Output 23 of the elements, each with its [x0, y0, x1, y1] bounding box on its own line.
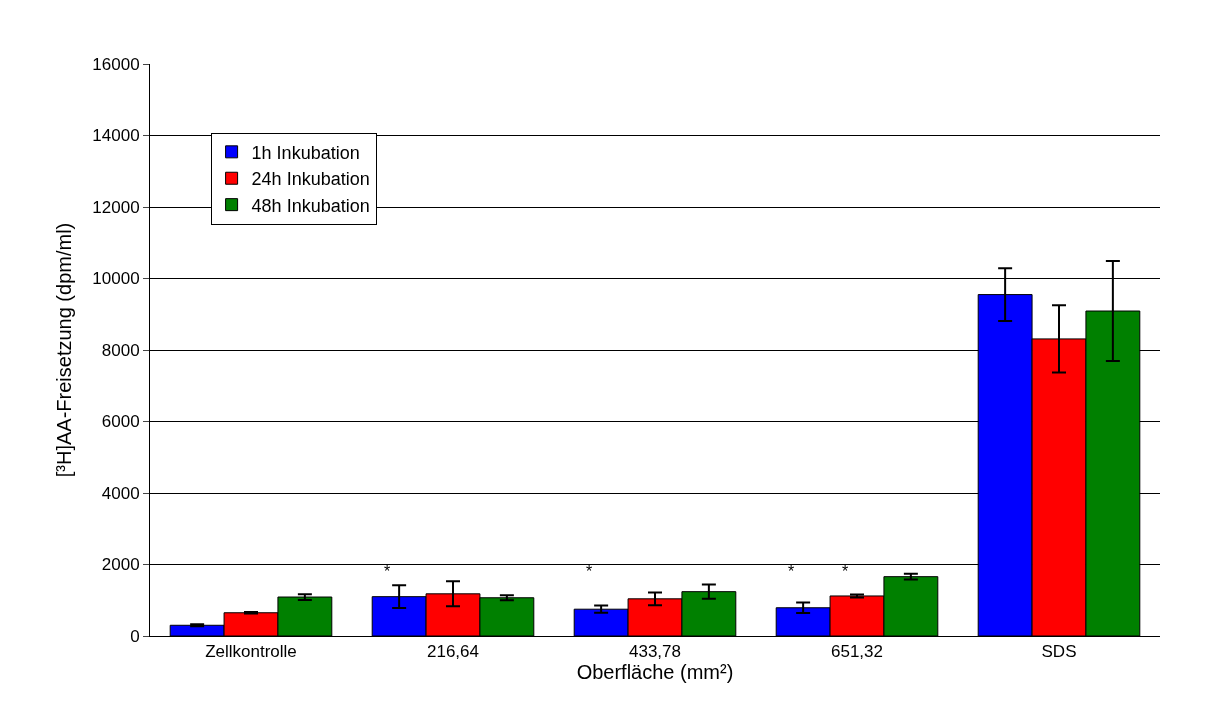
x-tick-label: Zellkontrolle — [205, 642, 297, 662]
legend-label: 48h Inkubation — [251, 195, 370, 216]
y-axis-title: [³H]AA-Freisetzung (dpm/ml) — [52, 222, 75, 478]
y-tick-label: 2000 — [101, 555, 140, 575]
y-tick-label: 16000 — [92, 54, 140, 74]
annotation: * — [842, 563, 849, 580]
y-tick-label: 8000 — [101, 340, 140, 360]
legend-label: 1h Inkubation — [251, 142, 360, 163]
annotation: * — [586, 563, 593, 580]
y-tick-label: 12000 — [92, 197, 140, 217]
x-tick-label: 216,64 — [427, 642, 479, 662]
annotation: * — [384, 563, 391, 580]
y-tick-label: 0 — [130, 626, 140, 646]
x-tick-label: 651,32 — [831, 642, 883, 662]
y-tick-label: 6000 — [101, 412, 140, 432]
y-tick-label: 10000 — [92, 269, 140, 289]
x-axis-title: Oberfläche (mm²) — [576, 661, 734, 684]
x-tick-label: 433,78 — [629, 642, 681, 662]
legend-label: 24h Inkubation — [251, 169, 370, 190]
annotation: * — [788, 563, 795, 580]
x-tick-label: SDS — [1041, 642, 1077, 662]
y-tick-label: 4000 — [101, 483, 140, 503]
y-tick-label: 14000 — [92, 126, 140, 146]
